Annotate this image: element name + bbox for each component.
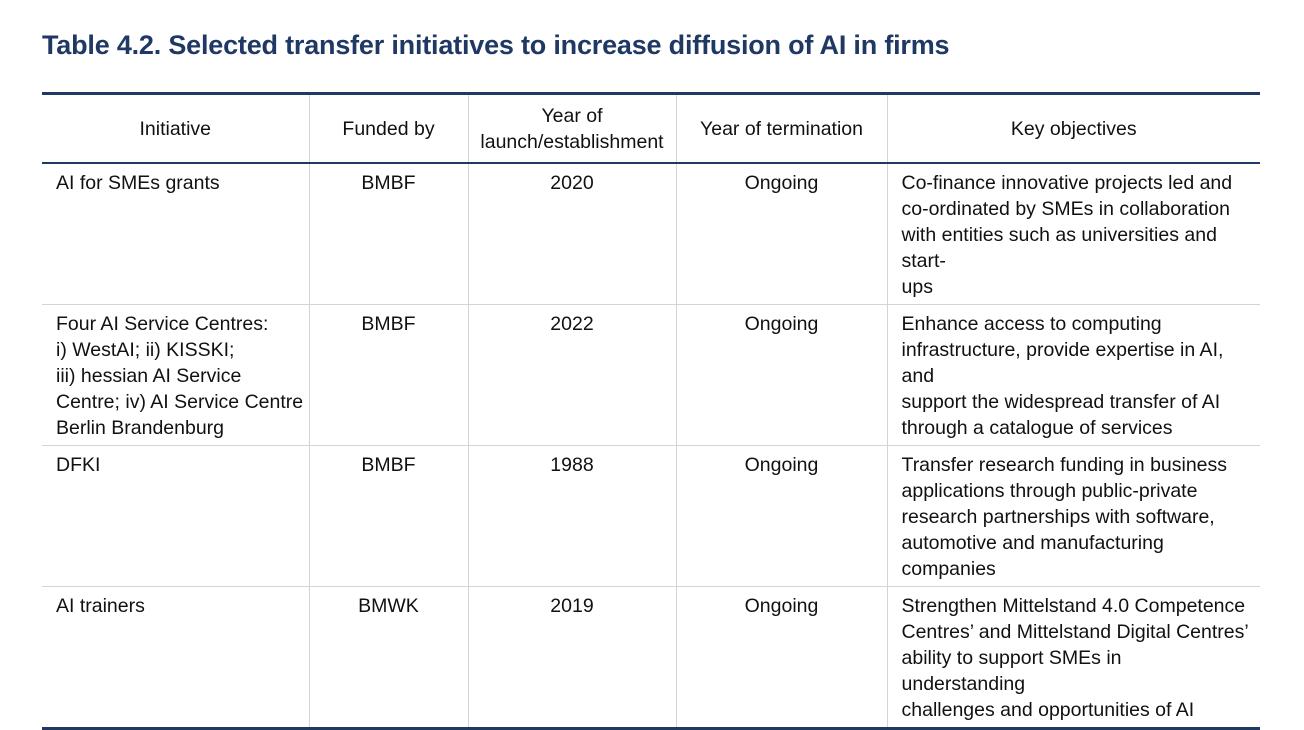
cell-initiative-line: i) WestAI; ii) KISSKI; xyxy=(56,339,235,361)
cell-objectives-line: support the widespread transfer of AI xyxy=(901,391,1221,413)
cell-initiative-line: iii) hessian AI Service xyxy=(56,365,242,387)
cell-objectives: Strengthen Mittelstand 4.0 Competence Ce… xyxy=(886,586,1260,729)
cell-funded-by: BMBF xyxy=(308,304,468,446)
table-title: Table 4.2. Selected transfer initiatives… xyxy=(42,30,950,60)
cell-initiative: AI trainers xyxy=(42,586,309,729)
header-year-launch: Year of launch/establishment xyxy=(467,93,676,164)
cell-year-termination: Ongoing xyxy=(675,586,887,729)
header-row: Initiative Funded by Year of launch/esta… xyxy=(42,93,1260,164)
header-initiative: Initiative xyxy=(42,93,309,164)
cell-objectives-line: co-ordinated by SMEs in collaboration xyxy=(901,198,1230,220)
cell-initiative-line: Berlin Brandenburg xyxy=(56,417,225,439)
cell-initiative: DFKI xyxy=(42,445,309,587)
cell-objectives-line: Co-finance innovative projects led and xyxy=(901,172,1233,194)
cell-objectives: Transfer research funding in business ap… xyxy=(886,445,1260,587)
cell-initiative-line: Centre; iv) AI Service Centre xyxy=(56,391,304,413)
cell-funded-by: BMWK xyxy=(308,586,468,729)
cell-initiative: AI for SMEs grants xyxy=(42,163,309,305)
cell-objectives-line: applications through public-private xyxy=(901,480,1198,502)
cell-initiative-line: DFKI xyxy=(56,454,101,476)
cell-funded-by: BMBF xyxy=(308,445,468,587)
table-row: DFKI BMBF 1988 Ongoing Transfer research… xyxy=(42,445,1260,587)
cell-initiative-line: Four AI Service Centres: xyxy=(56,313,269,335)
cell-objectives-line: ability to support SMEs in understanding xyxy=(901,647,1122,695)
header-funded-by: Funded by xyxy=(308,93,468,164)
cell-objectives-line: through a catalogue of services xyxy=(901,417,1173,439)
cell-year-termination: Ongoing xyxy=(675,163,887,305)
table-header: Initiative Funded by Year of launch/esta… xyxy=(42,93,1260,164)
cell-year-launch: 2019 xyxy=(467,586,676,729)
header-year-termination: Year of termination xyxy=(675,93,887,164)
cell-objectives: Co-finance innovative projects led and c… xyxy=(886,163,1260,305)
table-body: AI for SMEs grants BMBF 2020 Ongoing Co-… xyxy=(42,163,1260,729)
table-row: Four AI Service Centres: i) WestAI; ii) … xyxy=(42,304,1260,446)
cell-year-launch: 2022 xyxy=(467,304,676,446)
header-year-launch-line1: Year of xyxy=(541,104,603,127)
initiatives-table: Initiative Funded by Year of launch/esta… xyxy=(42,92,1260,730)
cell-objectives-line: research partnerships with software, xyxy=(901,506,1215,528)
cell-initiative: Four AI Service Centres: i) WestAI; ii) … xyxy=(42,304,309,446)
cell-objectives-line: challenges and opportunities of AI xyxy=(901,699,1195,721)
header-key-objectives: Key objectives xyxy=(886,93,1260,164)
cell-initiative-line: AI trainers xyxy=(56,595,145,617)
cell-objectives-line: ups xyxy=(901,276,933,298)
cell-objectives-line: Strengthen Mittelstand 4.0 Competence xyxy=(901,595,1246,617)
cell-objectives-line: Centres’ and Mittelstand Digital Centres… xyxy=(901,621,1249,643)
cell-objectives: Enhance access to computing infrastructu… xyxy=(886,304,1260,446)
cell-objectives-line: automotive and manufacturing companies xyxy=(901,532,1164,580)
cell-year-termination: Ongoing xyxy=(675,304,887,446)
cell-funded-by: BMBF xyxy=(308,163,468,305)
cell-year-launch: 2020 xyxy=(467,163,676,305)
table-row: AI trainers BMWK 2019 Ongoing Strengthen… xyxy=(42,586,1260,729)
cell-initiative-line: AI for SMEs grants xyxy=(56,172,220,194)
header-year-launch-line2: launch/establishment xyxy=(480,130,664,153)
cell-year-termination: Ongoing xyxy=(675,445,887,587)
cell-objectives-line: Enhance access to computing xyxy=(901,313,1162,335)
cell-year-launch: 1988 xyxy=(467,445,676,587)
cell-objectives-line: infrastructure, provide expertise in AI,… xyxy=(901,339,1224,387)
cell-objectives-line: Transfer research funding in business xyxy=(901,454,1228,476)
table-row: AI for SMEs grants BMBF 2020 Ongoing Co-… xyxy=(42,163,1260,305)
cell-objectives-line: with entities such as universities and s… xyxy=(901,224,1217,272)
